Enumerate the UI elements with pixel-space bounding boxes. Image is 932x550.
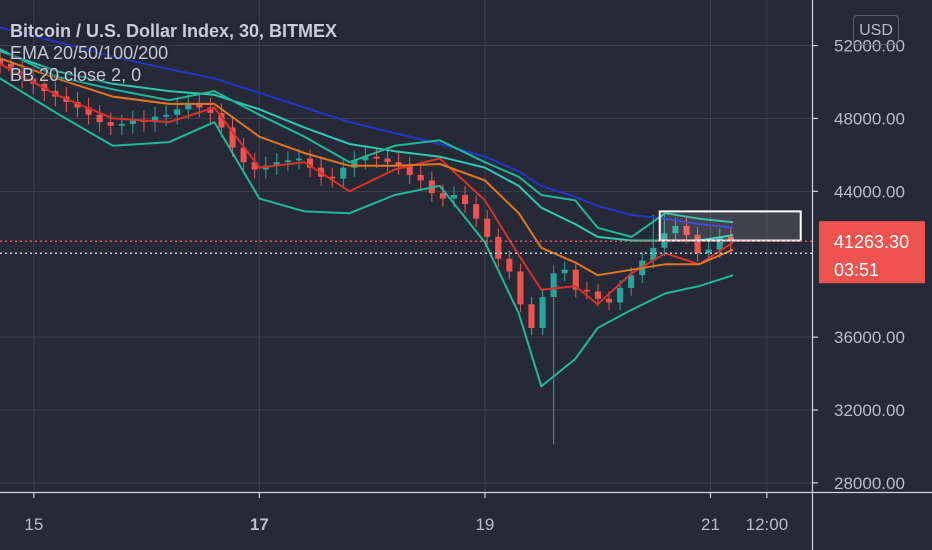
x-tick-label-2: 19 xyxy=(475,515,494,534)
bb-indicator-label[interactable]: BB 20 close 2, 0 xyxy=(10,65,142,85)
candle-body xyxy=(694,235,701,254)
series-line-bb-upper xyxy=(0,48,734,238)
candle-body xyxy=(594,291,601,299)
candle-body xyxy=(506,258,513,272)
currency-button[interactable]: USD xyxy=(853,15,899,45)
x-tick-label-3: 21 xyxy=(701,515,720,534)
candle-body xyxy=(617,287,624,303)
candle-body xyxy=(295,158,303,161)
candle-body xyxy=(284,160,291,163)
candle-body xyxy=(306,158,314,168)
candle-body xyxy=(683,225,690,236)
candle-body xyxy=(517,271,524,305)
candle-body xyxy=(85,107,92,115)
candle-body xyxy=(19,71,26,79)
price-badge-text: 41263.30 03:51 xyxy=(834,232,909,280)
grid-lines xyxy=(0,0,812,492)
y-tick-label-3: 36000.00 xyxy=(834,328,905,347)
y-tick-label-5: 28000.00 xyxy=(834,474,905,493)
annotation-box xyxy=(658,210,802,242)
candle-body xyxy=(450,194,458,199)
candle-body xyxy=(8,63,15,72)
series-line-ema-50 xyxy=(0,57,734,277)
x-tick-labels: 15 17 19 21 12:00 xyxy=(24,515,788,534)
candles xyxy=(0,48,734,445)
candle-body xyxy=(705,249,712,254)
candle-body xyxy=(716,236,723,250)
candle-body xyxy=(229,127,236,148)
x-tick-label-0: 15 xyxy=(24,515,43,534)
candle-body xyxy=(495,236,502,259)
price-badge-countdown: 03:51 xyxy=(834,260,879,280)
y-tick-label-0: 52000.00 xyxy=(834,37,905,56)
candle-body xyxy=(163,114,170,117)
candle-body xyxy=(550,273,557,298)
candle-body xyxy=(151,116,159,123)
candle-body xyxy=(240,147,247,163)
candle-body xyxy=(539,297,546,328)
candle-body xyxy=(196,103,203,108)
price-badge-value: 41263.30 xyxy=(834,232,909,252)
chart-legend: Bitcoin / U.S. Dollar Index, 30, BITMEX … xyxy=(10,20,337,86)
candle-body xyxy=(672,225,679,234)
candle-body xyxy=(406,165,413,175)
candle-body xyxy=(251,162,258,170)
series-line-ema-20 xyxy=(0,62,734,306)
series-line-ema-200 xyxy=(0,26,734,229)
candle-body xyxy=(583,289,590,292)
series-line-bb-lower xyxy=(0,77,734,388)
candle-body xyxy=(484,218,491,237)
candle-body xyxy=(218,112,225,128)
candle-body xyxy=(528,304,535,328)
candle-body xyxy=(0,58,4,64)
y-tick-label-2: 44000.00 xyxy=(834,182,905,201)
candle-body xyxy=(340,167,347,179)
candle-body xyxy=(384,158,391,163)
candle-body xyxy=(107,122,114,126)
candle-body xyxy=(207,107,214,113)
candle-body xyxy=(462,194,469,205)
candle-body xyxy=(74,102,81,108)
candle-body xyxy=(605,298,613,303)
candle-body xyxy=(373,156,380,159)
candle-body xyxy=(185,103,192,110)
x-tick-label-1: 17 xyxy=(250,515,269,534)
candle-body xyxy=(395,162,402,166)
candle-body xyxy=(439,193,446,199)
candle-body xyxy=(727,236,734,242)
candle-body xyxy=(572,269,579,290)
candle-body xyxy=(351,160,358,168)
candle-body xyxy=(118,123,125,126)
y-tick-label-1: 48000.00 xyxy=(834,109,905,128)
candle-body xyxy=(561,269,568,274)
time-axis-background xyxy=(0,492,932,550)
candle-body xyxy=(273,162,280,166)
y-tick-label-4: 32000.00 xyxy=(834,401,905,420)
price-badge xyxy=(819,221,925,284)
chart-title[interactable]: Bitcoin / U.S. Dollar Index, 30, BITMEX xyxy=(10,21,338,41)
candle-body xyxy=(96,114,103,123)
candle-body xyxy=(473,204,480,219)
candle-body xyxy=(628,275,635,288)
x-tick-label-4: 12:00 xyxy=(746,515,789,534)
candle-body xyxy=(417,174,424,181)
ema-indicator-label[interactable]: EMA 20/50/100/200 xyxy=(10,43,169,63)
candle-body xyxy=(174,109,181,115)
candle-body xyxy=(129,120,136,124)
y-tick-labels: 52000.00 48000.00 44000.00 36000.00 32000.00… xyxy=(834,37,905,493)
candle-body xyxy=(362,156,369,161)
candle-body xyxy=(650,247,657,261)
candle-body xyxy=(329,176,336,179)
